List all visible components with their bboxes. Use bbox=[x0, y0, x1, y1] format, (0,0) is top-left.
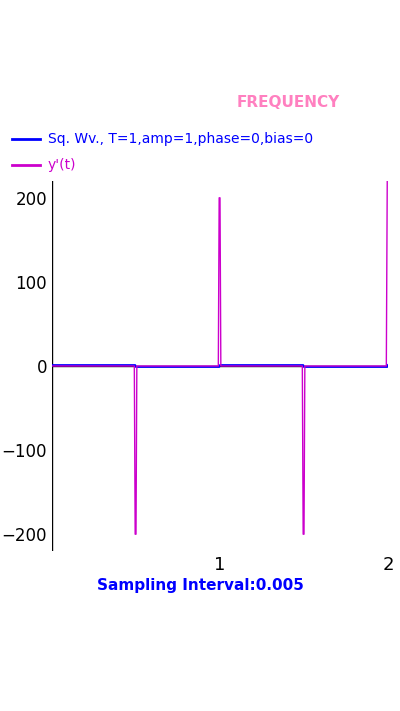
Text: Sampling Interval:0.005: Sampling Interval:0.005 bbox=[96, 578, 304, 593]
Text: y'(t): y'(t) bbox=[48, 158, 76, 172]
Text: T: T bbox=[94, 93, 106, 111]
Text: □: □ bbox=[290, 660, 310, 680]
Text: Sq. Wv., T=1,amp=1,phase=0,bias=0: Sq. Wv., T=1,amp=1,phase=0,bias=0 bbox=[48, 132, 313, 146]
Text: ○: ○ bbox=[190, 660, 210, 680]
Text: 06:41: 06:41 bbox=[348, 9, 388, 21]
Text: ◁: ◁ bbox=[92, 660, 108, 680]
Text: FREQUENCY: FREQUENCY bbox=[236, 95, 340, 109]
